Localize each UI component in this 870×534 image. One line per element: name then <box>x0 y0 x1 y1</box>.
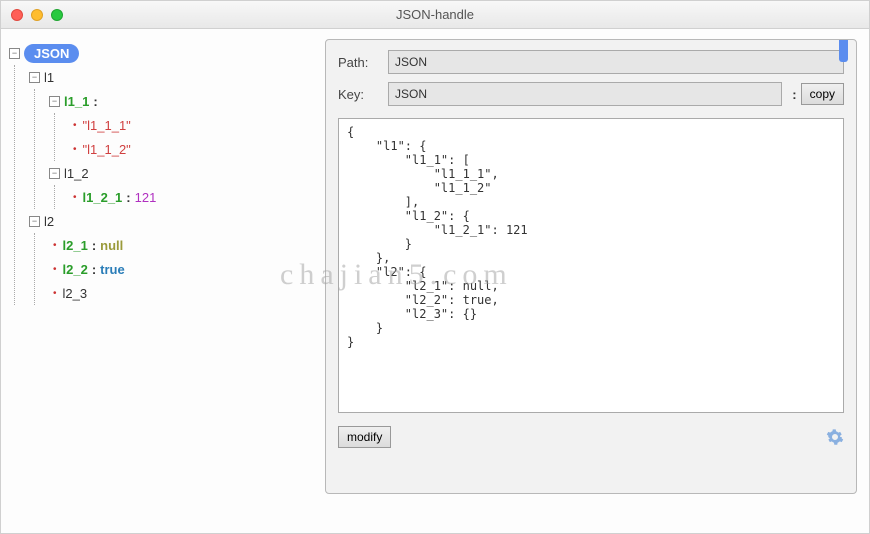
collapse-icon[interactable]: − <box>49 96 60 107</box>
close-icon[interactable] <box>11 9 23 21</box>
titlebar: JSON-handle <box>1 1 869 29</box>
tree-value: null <box>100 238 123 253</box>
app-window: JSON-handle − JSON −l1−l1_1 :•"l1_1_1"•"… <box>0 0 870 534</box>
key-row: Key: : copy <box>338 82 844 106</box>
tree-branch[interactable]: −l2 <box>29 209 313 233</box>
tree-leaf[interactable]: • l2_1 : null <box>49 233 313 257</box>
tree-children: −l1_1 :•"l1_1_1"•"l1_1_2"−l1_2•l1_2_1 : … <box>34 89 313 209</box>
bottom-row: modify <box>338 426 844 448</box>
path-input[interactable] <box>388 50 844 74</box>
tree-key: "l1_1_2" <box>83 142 131 157</box>
path-label: Path: <box>338 55 388 70</box>
collapse-icon[interactable]: − <box>9 48 20 59</box>
tree-key: l1 <box>44 70 54 85</box>
tree-branch[interactable]: −l1_2 <box>49 161 313 185</box>
collapse-icon[interactable]: − <box>49 168 60 179</box>
collapse-icon[interactable]: − <box>29 216 40 227</box>
tree-key: l2_2 <box>63 262 88 277</box>
tree-panel: − JSON −l1−l1_1 :•"l1_1_1"•"l1_1_2"−l1_2… <box>1 29 321 533</box>
tree-branch[interactable]: −l1 <box>29 65 313 89</box>
window-title: JSON-handle <box>396 7 474 22</box>
tree-key: l1_2_1 <box>83 190 123 205</box>
tree-leaf[interactable]: • l1_2_1 : 121 <box>69 185 313 209</box>
tree-leaf[interactable]: • "l1_1_2" <box>69 137 313 161</box>
tree-children: • l1_2_1 : 121 <box>54 185 313 209</box>
tree-branch[interactable]: −l1_1 : <box>49 89 313 113</box>
bullet-icon: • <box>73 192 77 203</box>
tree-key: "l1_1_1" <box>83 118 131 133</box>
modify-button[interactable]: modify <box>338 426 391 448</box>
tree-children: • l2_1 : null • l2_2 : true • l2_3 <box>34 233 313 305</box>
minimize-icon[interactable] <box>31 9 43 21</box>
tree-leaf[interactable]: • l2_2 : true <box>49 257 313 281</box>
details-box: Path: Key: : copy modify <box>325 39 857 494</box>
collapse-icon[interactable]: − <box>29 72 40 83</box>
bullet-icon: • <box>73 120 77 131</box>
tree-key: l1_2 <box>64 166 89 181</box>
bullet-icon: • <box>73 144 77 155</box>
key-input[interactable] <box>388 82 782 106</box>
gear-icon[interactable] <box>826 428 844 446</box>
tree-leaf[interactable]: • l2_3 <box>49 281 313 305</box>
tree-key: l2 <box>44 214 54 229</box>
bullet-icon: • <box>53 264 57 275</box>
tree-leaf[interactable]: • "l1_1_1" <box>69 113 313 137</box>
tree-children: • "l1_1_1" • "l1_1_2" <box>54 113 313 161</box>
root-badge[interactable]: JSON <box>24 44 79 63</box>
key-colon: : <box>792 87 796 102</box>
right-panel: Path: Key: : copy modify <box>321 29 869 533</box>
tree-key: l2_3 <box>63 286 88 301</box>
path-row: Path: <box>338 50 844 74</box>
colon: : <box>92 238 96 253</box>
json-textarea[interactable] <box>338 118 844 413</box>
bullet-icon: • <box>53 240 57 251</box>
tree-key: l2_1 <box>63 238 88 253</box>
tree-key: l1_1 <box>64 94 89 109</box>
colon: : <box>126 190 130 205</box>
tree-children: −l1−l1_1 :•"l1_1_1"•"l1_1_2"−l1_2•l1_2_1… <box>14 65 313 305</box>
bullet-icon: • <box>53 288 57 299</box>
tree-value: true <box>100 262 125 277</box>
colon: : <box>92 262 96 277</box>
traffic-lights <box>11 9 63 21</box>
tree-root[interactable]: − JSON <box>9 41 313 65</box>
copy-button[interactable]: copy <box>801 83 844 105</box>
tree-value: 121 <box>135 190 157 205</box>
colon: : <box>93 94 97 109</box>
maximize-icon[interactable] <box>51 9 63 21</box>
content-area: − JSON −l1−l1_1 :•"l1_1_1"•"l1_1_2"−l1_2… <box>1 29 869 533</box>
key-label: Key: <box>338 87 388 102</box>
